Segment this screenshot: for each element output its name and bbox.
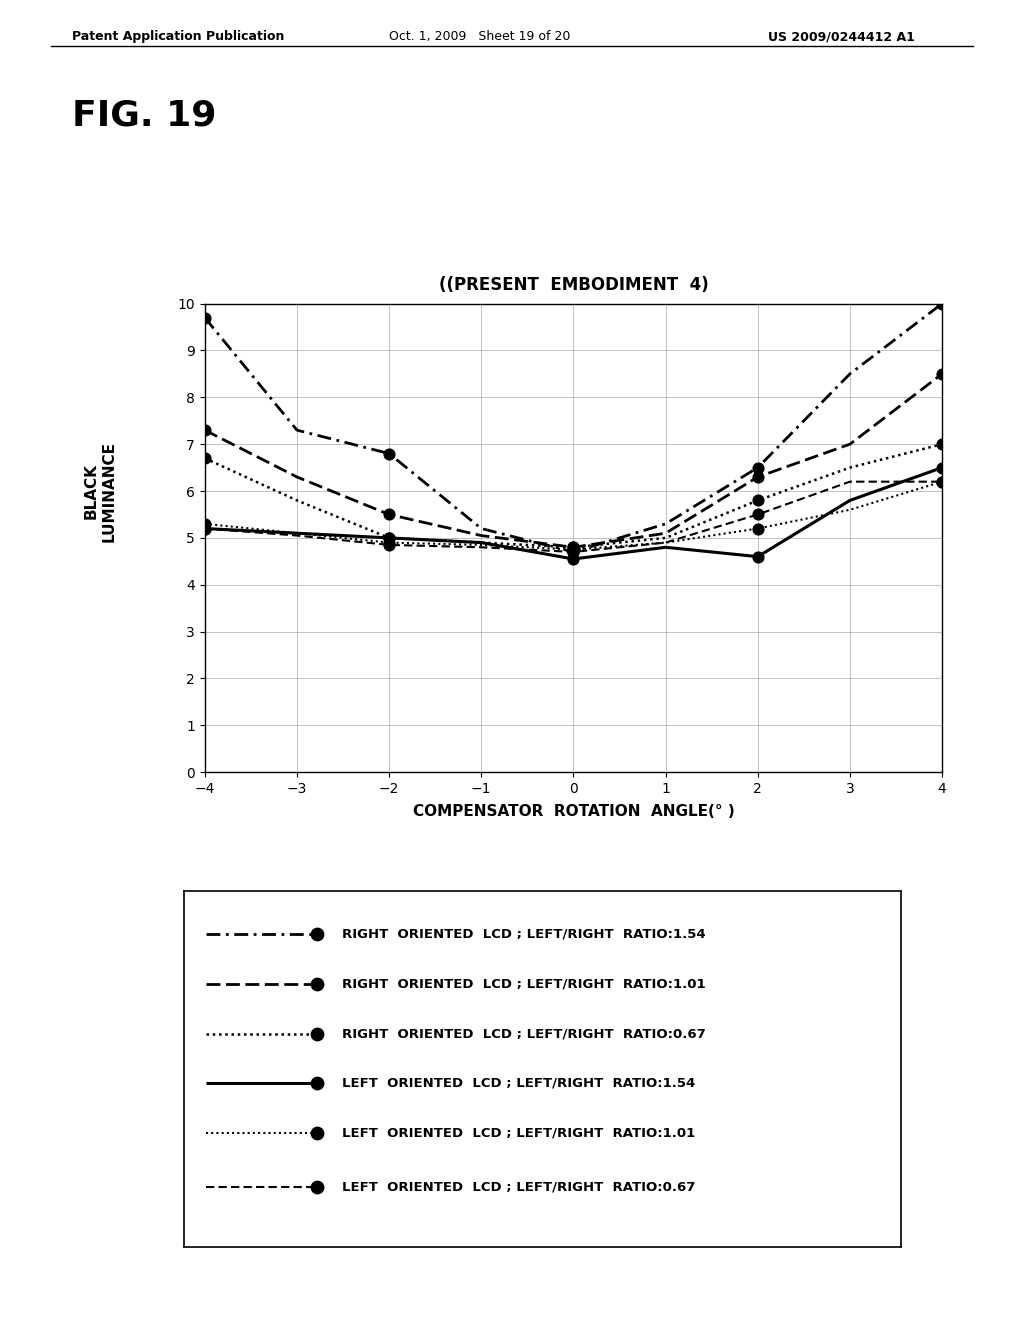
Point xyxy=(309,1073,326,1094)
Point xyxy=(309,973,326,994)
Point xyxy=(934,457,950,478)
Point xyxy=(381,532,397,553)
Point xyxy=(750,490,766,511)
Point xyxy=(381,535,397,556)
Text: LEFT  ORIENTED  LCD ; LEFT/RIGHT  RATIO:1.54: LEFT ORIENTED LCD ; LEFT/RIGHT RATIO:1.5… xyxy=(342,1077,695,1090)
Point xyxy=(565,541,582,562)
Point xyxy=(309,1123,326,1144)
Title: ((PRESENT  EMBODIMENT  4): ((PRESENT EMBODIMENT 4) xyxy=(438,276,709,294)
Text: RIGHT  ORIENTED  LCD ; LEFT/RIGHT  RATIO:0.67: RIGHT ORIENTED LCD ; LEFT/RIGHT RATIO:0.… xyxy=(342,1027,706,1040)
Point xyxy=(750,546,766,568)
Point xyxy=(934,471,950,492)
Point xyxy=(934,433,950,454)
Point xyxy=(934,471,950,492)
Point xyxy=(381,444,397,465)
Point xyxy=(565,541,582,562)
Point xyxy=(197,517,213,539)
Text: RIGHT  ORIENTED  LCD ; LEFT/RIGHT  RATIO:1.01: RIGHT ORIENTED LCD ; LEFT/RIGHT RATIO:1.… xyxy=(342,977,706,990)
Point xyxy=(197,420,213,441)
X-axis label: COMPENSATOR  ROTATION  ANGLE(° ): COMPENSATOR ROTATION ANGLE(° ) xyxy=(413,804,734,820)
Point xyxy=(197,513,213,535)
Text: LEFT  ORIENTED  LCD ; LEFT/RIGHT  RATIO:0.67: LEFT ORIENTED LCD ; LEFT/RIGHT RATIO:0.6… xyxy=(342,1180,695,1193)
Point xyxy=(750,466,766,487)
Point xyxy=(750,457,766,478)
Y-axis label: BLACK
LUMINANCE: BLACK LUMINANCE xyxy=(84,441,117,541)
Text: RIGHT  ORIENTED  LCD ; LEFT/RIGHT  RATIO:1.54: RIGHT ORIENTED LCD ; LEFT/RIGHT RATIO:1.… xyxy=(342,927,706,940)
Text: Oct. 1, 2009   Sheet 19 of 20: Oct. 1, 2009 Sheet 19 of 20 xyxy=(389,30,570,44)
Point xyxy=(565,537,582,558)
Point xyxy=(197,447,213,469)
Point xyxy=(197,517,213,539)
Point xyxy=(197,308,213,329)
Point xyxy=(565,548,582,569)
Point xyxy=(381,527,397,549)
Point xyxy=(750,517,766,539)
Point xyxy=(309,1176,326,1197)
Text: US 2009/0244412 A1: US 2009/0244412 A1 xyxy=(768,30,914,44)
Point xyxy=(309,1023,326,1044)
Point xyxy=(565,537,582,558)
Text: Patent Application Publication: Patent Application Publication xyxy=(72,30,284,44)
Text: FIG. 19: FIG. 19 xyxy=(72,99,216,133)
Point xyxy=(750,504,766,525)
Point xyxy=(381,504,397,525)
Text: LEFT  ORIENTED  LCD ; LEFT/RIGHT  RATIO:1.01: LEFT ORIENTED LCD ; LEFT/RIGHT RATIO:1.0… xyxy=(342,1127,695,1140)
Point xyxy=(565,539,582,560)
Point xyxy=(934,293,950,314)
Point xyxy=(381,527,397,549)
Point xyxy=(934,363,950,384)
Point xyxy=(309,923,326,944)
